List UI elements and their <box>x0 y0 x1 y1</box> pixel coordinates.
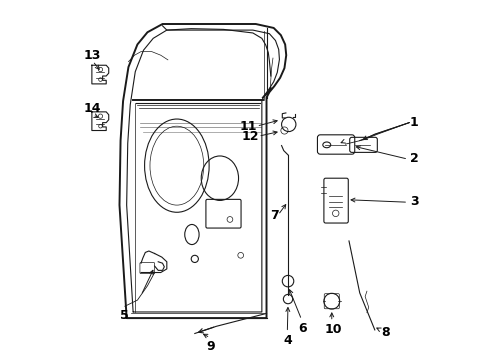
Text: 7: 7 <box>270 210 279 222</box>
Text: 12: 12 <box>242 130 259 144</box>
Text: 6: 6 <box>298 321 307 335</box>
Text: 2: 2 <box>410 152 419 165</box>
Text: 8: 8 <box>381 326 390 339</box>
Text: 11: 11 <box>240 120 258 133</box>
Text: 14: 14 <box>84 103 101 116</box>
Text: 9: 9 <box>207 339 215 352</box>
Text: 3: 3 <box>410 195 418 208</box>
Text: 4: 4 <box>284 334 293 347</box>
Text: 13: 13 <box>84 49 101 62</box>
Text: 5: 5 <box>121 309 129 322</box>
Text: 10: 10 <box>324 323 342 337</box>
Text: 1: 1 <box>410 116 419 129</box>
